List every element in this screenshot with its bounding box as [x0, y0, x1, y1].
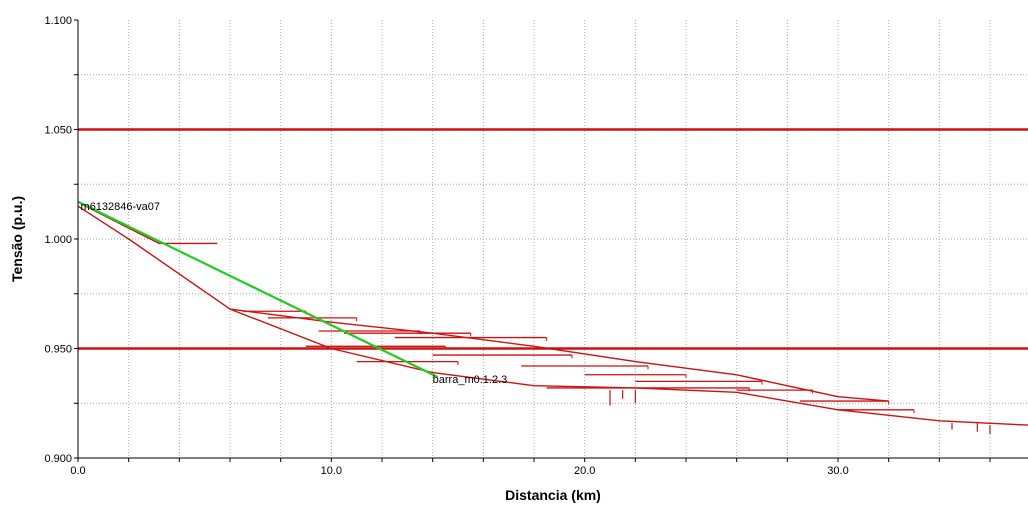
x-tick-label: 10.0	[321, 465, 342, 477]
series-branch-a	[229, 308, 889, 402]
series-layer	[77, 200, 1028, 434]
series-highlighted-path	[77, 200, 439, 378]
tick-labels: 0.900 0.950 1.000 1.050 1.100 0.0 10.0 20.0 30.0	[44, 15, 848, 477]
y-tick-label: 1.100	[44, 15, 72, 27]
y-axis-title: Tensão (p.u.)	[9, 196, 25, 282]
annotations: m6132846-va07 barra_m0.1.2.3	[81, 201, 508, 386]
axes-layer	[74, 19, 1028, 462]
x-axis-title: Distancia (km)	[505, 487, 601, 503]
x-tick-label: 0.0	[70, 465, 85, 477]
series-main-trunk	[77, 205, 1028, 426]
y-tick-label: 1.050	[44, 125, 72, 137]
node-annotation: m6132846-va07	[81, 201, 161, 213]
node-annotation: barra_m0.1.2.3	[433, 374, 508, 386]
y-tick-label: 0.900	[44, 453, 72, 465]
y-tick-label: 1.000	[44, 234, 72, 246]
x-tick-label: 30.0	[827, 465, 848, 477]
x-tick-label: 20.0	[574, 465, 595, 477]
y-tick-label: 0.950	[44, 344, 72, 356]
